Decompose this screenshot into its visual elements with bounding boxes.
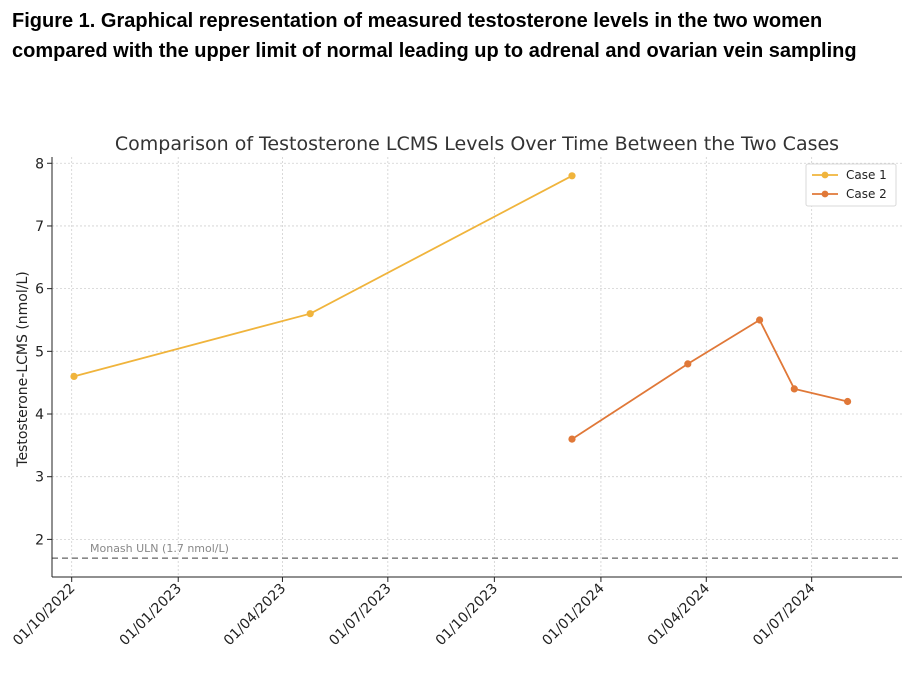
data-point — [568, 435, 576, 443]
y-tick-label: 6 — [35, 282, 44, 298]
data-point — [844, 397, 852, 406]
y-tick-label: 4 — [35, 407, 44, 423]
y-tick-label: 5 — [35, 344, 44, 360]
legend: Case 1 Case 2 — [805, 163, 897, 207]
legend-swatch-marker — [821, 171, 829, 179]
data-point — [790, 385, 798, 393]
series-line — [73, 175, 573, 378]
chart-title: Comparison of Testosterone LCMS Levels O… — [115, 133, 839, 155]
figure-caption: Figure 1. Graphical representation of me… — [12, 10, 857, 62]
axes — [51, 157, 902, 578]
reference-line-label: Monash ULN (1.7 nmol/L) — [90, 542, 229, 555]
y-axis-label: Testosterone-LCMS (nmol/L) — [15, 271, 31, 467]
data-point — [568, 172, 576, 180]
x-tick-label: 01/04/2023 — [221, 581, 289, 649]
legend-label: Case 2 — [846, 187, 887, 201]
x-tick-label: 01/10/2022 — [10, 581, 78, 649]
data-point — [756, 316, 764, 324]
y-tick-label: 8 — [35, 156, 44, 172]
grid-lines — [52, 157, 902, 577]
y-axis-ticks: 2 3 4 5 6 7 8 — [35, 156, 52, 548]
series-line — [571, 318, 848, 440]
legend-swatch-marker — [821, 190, 829, 198]
data-point — [70, 372, 78, 380]
y-tick-label: 7 — [35, 219, 44, 235]
x-tick-label: 01/07/2023 — [326, 581, 394, 649]
reference-line-group: Monash ULN (1.7 nmol/L) — [52, 542, 902, 559]
x-tick-label: 01/10/2023 — [433, 581, 501, 649]
x-tick-label: 01/07/2024 — [750, 580, 818, 648]
x-tick-label: 01/04/2024 — [645, 580, 713, 648]
data-point — [684, 360, 692, 368]
y-tick-label: 2 — [35, 532, 44, 548]
data-point — [306, 310, 314, 318]
x-axis-ticks: 01/10/2022 01/01/2023 01/04/2023 01/07/2023… — [10, 577, 819, 649]
series-layer — [70, 172, 852, 443]
x-tick-label: 01/01/2023 — [117, 581, 185, 649]
legend-label: Case 1 — [846, 168, 887, 182]
x-tick-label: 01/01/2024 — [539, 580, 607, 648]
y-tick-label: 3 — [35, 470, 44, 486]
